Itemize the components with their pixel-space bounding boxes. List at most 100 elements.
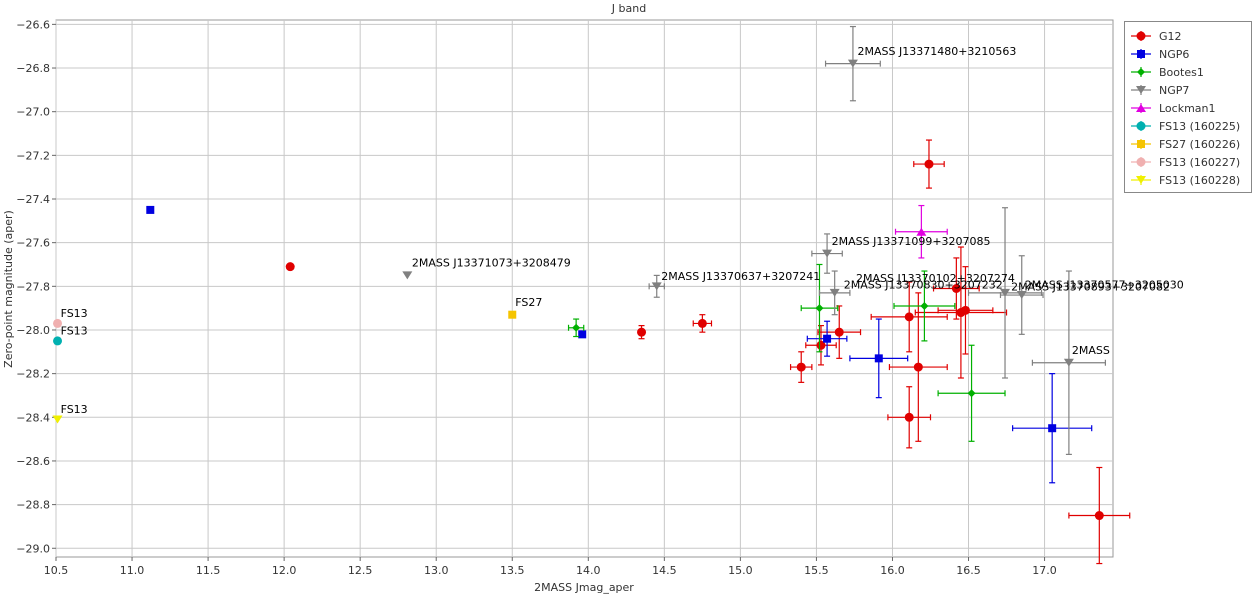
y-tick-label: −27.8 — [16, 280, 50, 293]
point-annotation: FS13 — [61, 307, 88, 320]
legend-item: NGP7 — [1129, 81, 1251, 99]
legend: G12 NGP6 Bootes1 NGP7 Lockman1 FS13 (160225) F… — [1124, 21, 1252, 193]
y-tick-label: −27.6 — [16, 237, 50, 250]
point-annotation: 2MASS J13371073+3208479 — [412, 257, 571, 270]
x-tick-label: 10.5 — [44, 564, 69, 577]
series-lockman1 — [894, 204, 948, 259]
y-tick-label: −28.0 — [16, 324, 50, 337]
data-point — [816, 340, 826, 350]
point-annotation: FS13 — [61, 403, 88, 416]
data-point — [951, 284, 961, 293]
legend-item: G12 — [1129, 27, 1251, 45]
data-point — [52, 415, 63, 424]
data-point — [285, 262, 295, 272]
x-tick-label: 11.0 — [120, 564, 145, 577]
x-tick-label: 14.0 — [576, 564, 601, 577]
chart-title: J band — [611, 2, 646, 15]
data-point — [1063, 358, 1074, 367]
data-point — [146, 205, 155, 214]
series-fs13-160228 — [52, 415, 63, 424]
y-tick-label: −28.2 — [16, 368, 50, 381]
data-marks — [52, 25, 1131, 565]
y-tick-label: −29.0 — [16, 542, 50, 555]
legend-item: FS13 (160225) — [1129, 117, 1251, 135]
y-tick-label: −26.8 — [16, 62, 50, 75]
data-point — [53, 336, 63, 346]
x-axis-title: 2MASS Jmag_aper — [534, 581, 634, 594]
y-axis-title: Zero-point magnitude (aper) — [2, 210, 15, 368]
x-tick-label: 16.5 — [956, 564, 981, 577]
point-annotation: 2MASS J13370577+3205030 — [1025, 279, 1184, 292]
data-point — [697, 318, 707, 328]
legend-item: FS13 (160227) — [1129, 153, 1251, 171]
data-point — [913, 362, 923, 372]
data-point — [920, 301, 929, 310]
legend-label: NGP7 — [1159, 83, 1190, 97]
legend-swatch — [1131, 49, 1151, 59]
point-annotation: 2MASS J13370830+3207232 — [844, 279, 1003, 292]
point-annotation: 2MASS J13371099+3207085 — [832, 235, 991, 248]
legend-swatch — [1131, 157, 1151, 167]
data-point — [578, 330, 587, 339]
data-point — [829, 288, 840, 297]
series-fs27-160226 — [508, 310, 517, 319]
legend-label: FS13 (160225) — [1159, 119, 1241, 133]
y-axis-ticks: −26.6 −26.8 −27.0 −27.2 −27.4 −27.6 −27.8 −28.0… — [16, 18, 56, 555]
data-point — [572, 323, 581, 332]
legend-marker — [1136, 86, 1146, 94]
data-point — [1048, 424, 1057, 433]
x-tick-label: 13.5 — [500, 564, 525, 577]
data-point — [815, 304, 824, 313]
x-tick-label: 11.5 — [196, 564, 221, 577]
data-point — [823, 334, 832, 343]
x-tick-label: 13.0 — [424, 564, 449, 577]
data-point — [904, 412, 914, 422]
legend-marker — [1137, 50, 1145, 58]
legend-label: G12 — [1159, 29, 1182, 43]
point-annotation: 2MASS J13370893+3207082 — [1011, 281, 1170, 294]
series-g12 — [285, 139, 1131, 565]
y-tick-label: −27.2 — [16, 149, 50, 162]
x-tick-label: 12.0 — [272, 564, 297, 577]
x-tick-label: 17.0 — [1032, 564, 1057, 577]
data-point — [960, 305, 970, 315]
legend-swatch — [1131, 139, 1151, 149]
legend-item: NGP6 — [1129, 45, 1251, 63]
legend-swatch — [1131, 31, 1151, 41]
legend-swatch — [1131, 67, 1151, 77]
data-point — [874, 354, 883, 363]
series-ngp6 — [146, 205, 1093, 484]
legend-swatch — [1131, 175, 1151, 185]
x-tick-label: 16.0 — [880, 564, 905, 577]
data-point — [834, 327, 844, 337]
x-tick-label: 12.5 — [348, 564, 373, 577]
legend-marker — [1137, 68, 1145, 76]
legend-swatch — [1131, 103, 1151, 113]
data-point — [53, 318, 63, 328]
series-bootes1 — [567, 263, 1006, 442]
legend-marker — [1136, 157, 1146, 167]
y-tick-label: −26.6 — [16, 18, 50, 31]
series-fs13-160227 — [53, 318, 63, 328]
point-annotation: 2MASS — [1072, 344, 1110, 357]
legend-label: NGP6 — [1159, 47, 1190, 61]
legend-item: FS27 (160226) — [1129, 135, 1251, 153]
legend-marker — [1136, 104, 1146, 112]
point-annotation: FS27 — [515, 296, 542, 309]
legend-label: Bootes1 — [1159, 65, 1204, 79]
series-ngp7 — [402, 25, 1106, 456]
data-point — [651, 282, 662, 291]
point-annotation: 2MASS J13371480+3210563 — [857, 45, 1016, 58]
data-point — [402, 271, 413, 280]
legend-swatch — [1131, 121, 1151, 131]
data-point — [637, 327, 647, 337]
point-annotation: 2MASS J13370102+3207274 — [856, 272, 1015, 285]
x-tick-label: 15.5 — [804, 564, 829, 577]
legend-marker — [1137, 140, 1145, 148]
x-axis-ticks: 10.5 11.0 11.5 12.0 12.5 13.0 13.5 14.0 14.5 15.0… — [44, 557, 1057, 577]
data-point — [822, 249, 833, 258]
point-annotation: 2MASS J13370637+3207241 — [661, 270, 820, 283]
legend-marker — [1136, 176, 1146, 184]
point-annotation: FS13 — [61, 324, 88, 337]
